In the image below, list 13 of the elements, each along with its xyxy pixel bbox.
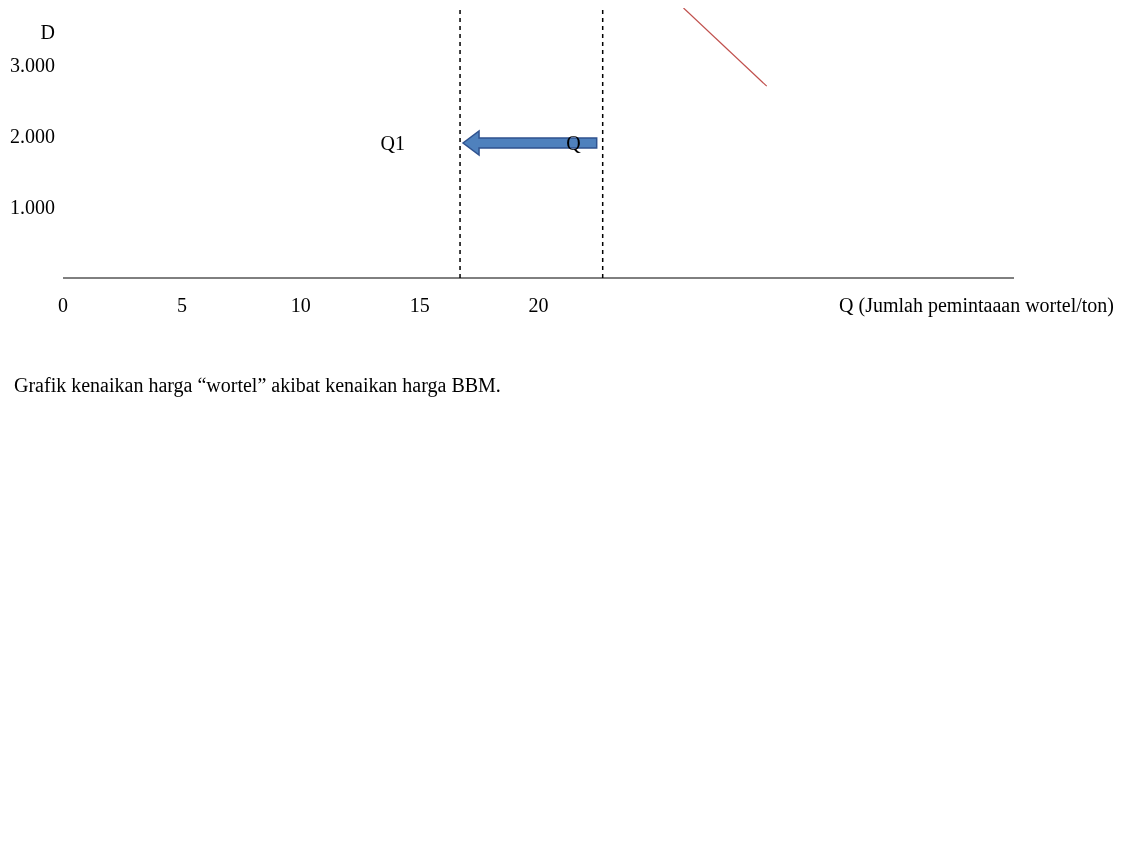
ref-line-label: Q [566, 132, 582, 155]
text: Grafik kenaikan harga “wortel” akibat kenaikan harga BBM. [14, 374, 502, 397]
y-tick-label: 2.000 [10, 124, 55, 147]
y-tick-label: 3.000 [10, 53, 55, 76]
x-tick-label: 0 [58, 294, 68, 317]
x-axis-title: Q (Jumlah pemintaaan wortel/ton) [839, 294, 1114, 317]
ref-line-label: Q1 [380, 132, 406, 155]
x-tick-label: 10 [290, 294, 311, 317]
x-tick-label: 15 [409, 294, 430, 317]
y-axis-title: D [40, 21, 55, 43]
x-tick-label: 20 [528, 294, 549, 317]
y-tick-label: 1.000 [10, 196, 55, 219]
x-tick-label: 5 [176, 294, 187, 317]
